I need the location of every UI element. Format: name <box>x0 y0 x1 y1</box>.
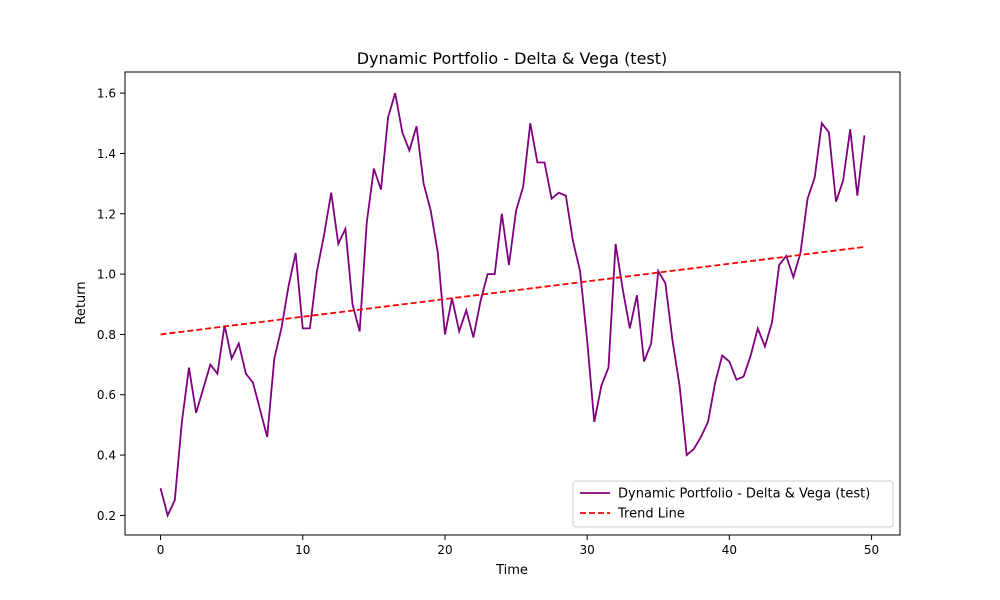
chart-title: Dynamic Portfolio - Delta & Vega (test) <box>357 49 668 68</box>
x-tick-label: 20 <box>437 543 452 557</box>
x-tick-label: 50 <box>864 543 879 557</box>
legend-label-trend: Trend Line <box>617 507 685 522</box>
series-line-trend <box>160 246 865 336</box>
series-line-portfolio <box>159 92 866 519</box>
y-tick-label: 0.6 <box>97 388 116 402</box>
legend-box <box>572 480 894 528</box>
y-tick-label: 1.6 <box>97 87 116 101</box>
x-tick-label: 40 <box>722 543 737 557</box>
x-axis-label: Time <box>495 563 528 578</box>
x-tick-label: 10 <box>295 543 310 557</box>
legend: Dynamic Portfolio - Delta & Vega (test) T… <box>572 480 894 528</box>
legend-label-portfolio: Dynamic Portfolio - Delta & Vega (test) <box>618 487 870 502</box>
x-axis: 0 10 20 30 40 50 <box>157 535 879 557</box>
x-tick-label: 30 <box>580 543 595 557</box>
y-axis: 0.2 0.4 0.6 0.8 1.0 1.2 1.4 1.6 <box>97 87 125 523</box>
y-tick-label: 1.4 <box>97 147 116 161</box>
y-axis-label: Return <box>74 281 89 324</box>
y-tick-label: 0.8 <box>97 328 116 342</box>
y-tick-label: 1.0 <box>97 268 116 282</box>
x-tick-label: 0 <box>157 543 165 557</box>
y-tick-label: 0.2 <box>97 509 116 523</box>
y-tick-label: 0.4 <box>97 449 116 463</box>
y-tick-label: 1.2 <box>97 207 116 221</box>
plot-frame <box>124 71 901 536</box>
